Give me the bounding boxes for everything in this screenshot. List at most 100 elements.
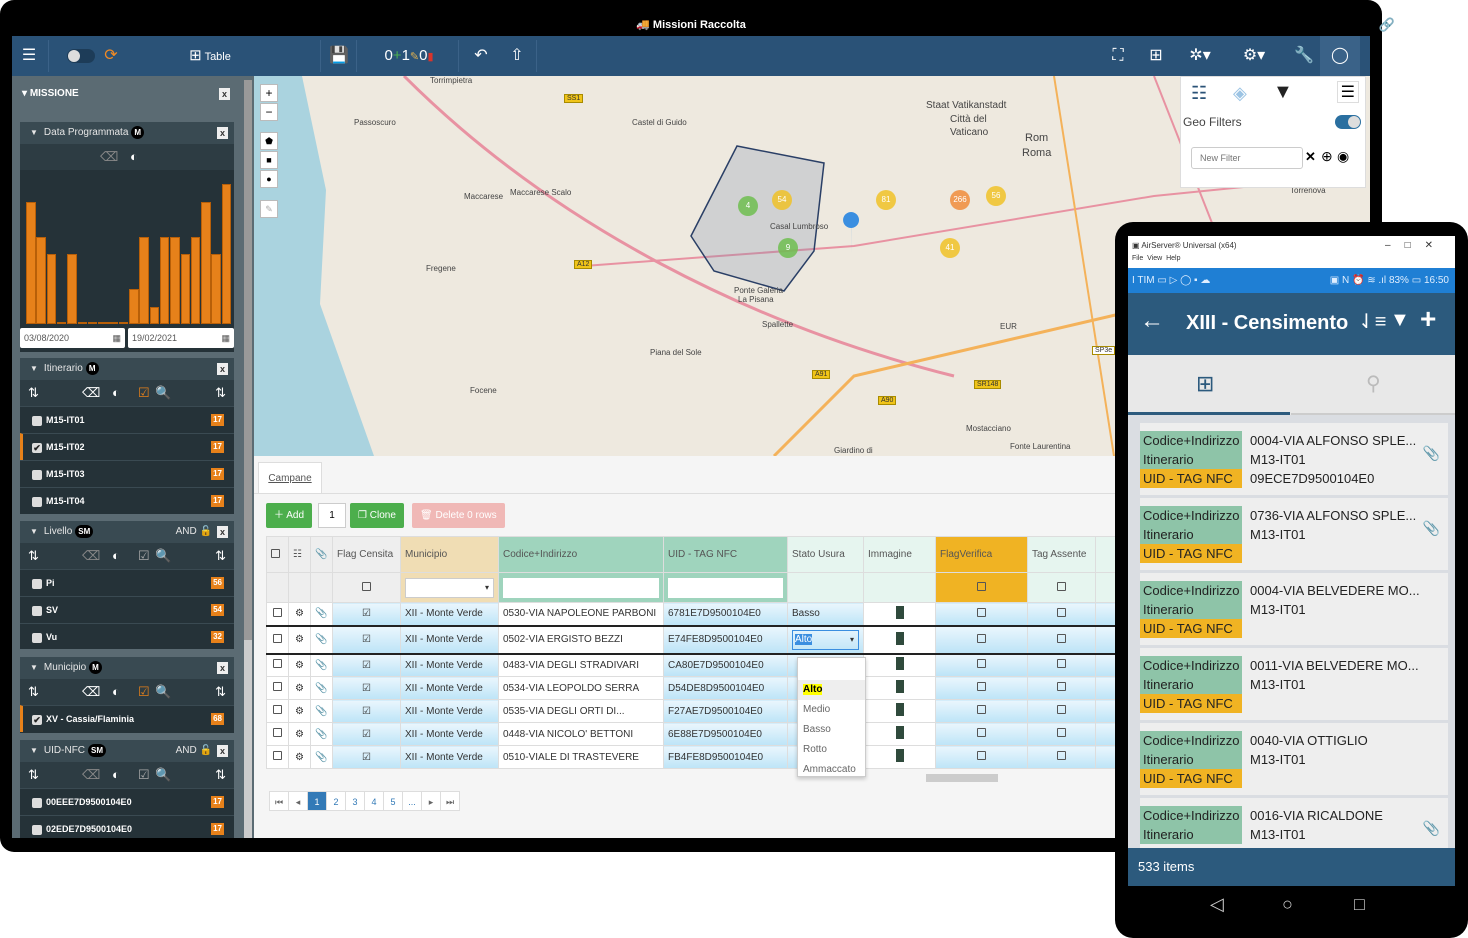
flag-verifica-checkbox[interactable] bbox=[935, 722, 1028, 746]
map-cluster[interactable]: 81 bbox=[876, 190, 896, 210]
select-all-icon[interactable]: ☑ bbox=[138, 684, 150, 699]
sort-count-icon[interactable]: ⇅ bbox=[215, 385, 226, 400]
list-item[interactable]: Codice+Indirizzo Itinerario 0004-VIA ALF… bbox=[1140, 423, 1448, 495]
search-icon[interactable]: 🔍 bbox=[155, 684, 172, 699]
back-arrow-icon[interactable]: ← bbox=[1140, 307, 1164, 334]
close-icon[interactable]: x bbox=[217, 745, 228, 757]
horizontal-scrollbar[interactable] bbox=[926, 774, 998, 782]
zoom-in-button[interactable]: + bbox=[260, 84, 278, 102]
eraser-icon[interactable]: ⌫ bbox=[82, 548, 101, 563]
image-thumbnail[interactable] bbox=[863, 653, 936, 677]
table-view-button[interactable]: ⊞ Table bbox=[180, 36, 240, 76]
grid-icon[interactable]: ⊞ bbox=[1149, 47, 1163, 64]
refresh-icon[interactable]: ⟳ bbox=[104, 47, 118, 64]
last-page-button[interactable]: ⏭ bbox=[440, 791, 460, 811]
search-icon[interactable]: 🔍 bbox=[155, 385, 172, 400]
paperclip-icon[interactable]: 📎 bbox=[310, 625, 333, 654]
search-icon[interactable]: 🔍 bbox=[155, 767, 172, 782]
dropdown-option[interactable]: Basso bbox=[803, 724, 831, 735]
municipio-cell[interactable]: XII - Monte Verde bbox=[400, 676, 499, 700]
tag-assente-checkbox[interactable] bbox=[1027, 653, 1096, 677]
close-icon[interactable]: x bbox=[217, 526, 228, 538]
menu-icon[interactable]: ☰ bbox=[1336, 81, 1359, 103]
edit-icon[interactable]: ✎ bbox=[260, 200, 278, 218]
date-from-input[interactable]: 03/08/2020 ▦ bbox=[20, 328, 125, 348]
dropdown-option[interactable]: Medio bbox=[803, 704, 831, 715]
undo-icon[interactable]: ↶ bbox=[474, 47, 488, 64]
column-header[interactable]: Immagine bbox=[863, 536, 936, 573]
checkbox-checked[interactable]: ✔ bbox=[32, 442, 42, 453]
tab-list-icon[interactable]: ⊞ bbox=[1196, 371, 1215, 396]
sitemap-icon[interactable]: ⛶ bbox=[1112, 47, 1124, 64]
new-filter-input[interactable] bbox=[1191, 147, 1303, 169]
page-1[interactable]: 1 bbox=[307, 791, 327, 811]
upload-icon[interactable]: ⇧ bbox=[510, 47, 524, 64]
checkbox[interactable] bbox=[32, 578, 42, 589]
column-header[interactable]: Codice+Indirizzo bbox=[498, 536, 664, 573]
sort-az-icon[interactable]: ⇅ bbox=[28, 684, 39, 699]
uid-cell[interactable]: F27AE7D9500104E0 bbox=[663, 699, 788, 723]
wrench-icon[interactable]: 🔧 bbox=[1294, 47, 1314, 64]
close-icon[interactable]: x bbox=[217, 127, 228, 139]
row-checkbox[interactable] bbox=[266, 602, 289, 626]
add-count-input[interactable]: 1 bbox=[318, 503, 346, 528]
row-checkbox[interactable] bbox=[266, 625, 289, 654]
table-row[interactable]: ⚙ 📎 ☑ XII - Monte Verde 0530-VIA NAPOLEO… bbox=[266, 602, 1116, 626]
panel-header[interactable]: ▼ UID-NFC SM AND 🔓 x bbox=[20, 740, 234, 762]
uid-cell[interactable]: 6781E7D9500104E0 bbox=[663, 602, 788, 626]
image-thumbnail[interactable] bbox=[863, 699, 936, 723]
tag-assente-checkbox[interactable] bbox=[1027, 722, 1096, 746]
geo-filters-toggle[interactable] bbox=[1335, 115, 1361, 129]
paperclip-icon[interactable]: 📎 bbox=[1422, 445, 1440, 461]
eraser-icon[interactable]: ⌫ bbox=[82, 684, 101, 699]
invert-icon[interactable]: ◐ bbox=[130, 149, 138, 164]
column-header[interactable]: Tag Assente bbox=[1027, 536, 1096, 573]
table-row[interactable]: ⚙ 📎 ☑ XII - Monte Verde 0534-VIA LEOPOLD… bbox=[266, 676, 1116, 700]
checkbox[interactable] bbox=[32, 797, 42, 808]
page-4[interactable]: 4 bbox=[364, 791, 384, 811]
page-3[interactable]: 3 bbox=[345, 791, 365, 811]
panel-header[interactable]: ▼ Livello SM AND 🔓 x bbox=[20, 521, 234, 543]
select-all-icon[interactable]: ☑ bbox=[138, 385, 150, 400]
row-checkbox[interactable] bbox=[266, 745, 289, 769]
codice-cell[interactable]: 0534-VIA LEOPOLDO SERRA bbox=[498, 676, 664, 700]
dropdown-option[interactable]: Ammaccato bbox=[803, 764, 856, 775]
select-all-icon[interactable]: ☑ bbox=[138, 548, 150, 563]
and-toggle[interactable]: AND 🔓 bbox=[175, 526, 212, 537]
sort-count-icon[interactable]: ⇅ bbox=[215, 548, 226, 563]
column-header[interactable]: Municipio bbox=[400, 536, 499, 573]
municipio-cell[interactable]: XII - Monte Verde bbox=[400, 722, 499, 746]
gear-icon[interactable]: ⚙ bbox=[288, 745, 311, 769]
uid-filter-input[interactable] bbox=[668, 577, 783, 598]
nav-recents-icon[interactable]: □ bbox=[1354, 894, 1365, 914]
filter-item[interactable]: M15-IT03 17 bbox=[20, 460, 234, 487]
page-5[interactable]: 5 bbox=[383, 791, 403, 811]
next-page-button[interactable]: ▸ bbox=[421, 791, 441, 811]
list-item[interactable]: Codice+Indirizzo Itinerario 0736-VIA ALF… bbox=[1140, 498, 1448, 570]
paperclip-icon[interactable]: 📎 bbox=[310, 699, 333, 723]
paperclip-icon[interactable]: 📎 bbox=[1422, 520, 1440, 536]
close-icon[interactable]: x bbox=[217, 662, 228, 674]
gear-icon[interactable]: ⚙ bbox=[288, 625, 311, 654]
image-thumbnail[interactable] bbox=[863, 602, 936, 626]
flag-censita-checkbox[interactable]: ☑ bbox=[332, 676, 401, 700]
table-list-icon[interactable]: ☷ bbox=[1191, 83, 1208, 103]
filter-checkbox[interactable] bbox=[1027, 572, 1096, 603]
stato-usura-select[interactable]: Alto ▾ bbox=[792, 629, 859, 650]
filter-item[interactable]: M15-IT04 17 bbox=[20, 487, 234, 514]
close-icon[interactable]: x bbox=[219, 88, 230, 100]
uid-cell[interactable]: 6E88E7D9500104E0 bbox=[663, 722, 788, 746]
page-more[interactable]: ... bbox=[402, 791, 422, 811]
table-row[interactable]: ⚙ 📎 ☑ XII - Monte Verde 0535-VIA DEGLI O… bbox=[266, 699, 1116, 723]
sort-az-icon[interactable]: ⇅ bbox=[28, 548, 39, 563]
stato-usura-cell[interactable]: Alto ▾ bbox=[787, 625, 864, 654]
zoom-out-button[interactable]: − bbox=[260, 103, 278, 121]
paperclip-icon[interactable]: 📎 bbox=[310, 676, 333, 700]
map-cluster[interactable]: 54 bbox=[772, 190, 792, 210]
map-cluster[interactable]: 56 bbox=[986, 186, 1006, 206]
prev-page-button[interactable]: ◂ bbox=[288, 791, 308, 811]
filter-item[interactable]: 00EEE7D9500104E0 17 bbox=[20, 788, 234, 815]
flag-verifica-checkbox[interactable] bbox=[935, 653, 1028, 677]
flag-verifica-checkbox[interactable] bbox=[935, 602, 1028, 626]
